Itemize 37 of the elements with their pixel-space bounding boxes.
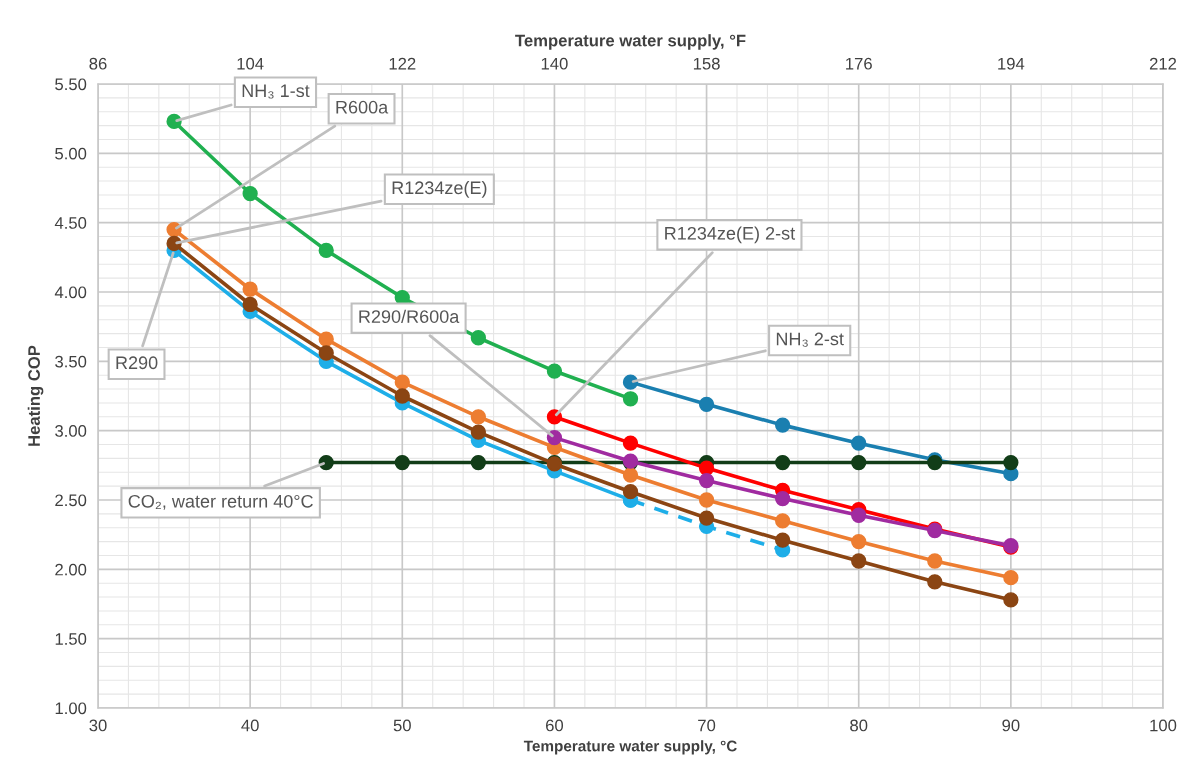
text: NH₃ 1-st: [242, 84, 310, 99]
x-tick-label: 40: [241, 719, 259, 732]
y-tick-label: 1.00: [55, 702, 87, 715]
y-tick-label: 5.50: [55, 78, 87, 91]
x2-tick-label: 140: [541, 57, 568, 70]
text: R1234ze(E) 2-st: [665, 226, 796, 244]
x2-tick-label: 212: [1149, 57, 1177, 70]
x2-tick-label: 104: [237, 57, 264, 70]
x-tick-label: 50: [393, 719, 411, 732]
text: NH₃ 2-st: [776, 332, 844, 347]
y-tick-label: 4.00: [54, 286, 87, 299]
x-tick-label: 100: [1150, 719, 1177, 732]
y-axis-title: Heating COP: [27, 345, 44, 446]
x2-tick-label: 176: [846, 57, 872, 70]
x-tick-label: 70: [698, 719, 716, 732]
text: R600a: [336, 100, 389, 114]
series-label: CO₂, water return 40°C: [128, 494, 313, 510]
y-tick-label: 2.50: [55, 494, 87, 507]
x2-tick-label: 158: [693, 57, 720, 70]
text: R1234ze(E): [392, 180, 487, 198]
x-tick-label: 80: [850, 719, 868, 732]
y-tick-label: 2.00: [55, 563, 87, 576]
y-tick-label: 3.00: [55, 425, 87, 437]
x-tick-label: 90: [1002, 719, 1020, 732]
x2-axis-title: Temperature water supply, °F: [515, 34, 746, 50]
x2-tick-label: 86: [89, 57, 107, 70]
text: R290: [116, 356, 158, 370]
text: R290/R600a: [359, 309, 460, 323]
x2-tick-label: 122: [389, 57, 416, 70]
y-tick-label: 3.50: [55, 355, 87, 368]
x-tick-label: 60: [546, 719, 564, 732]
x2-tick-label: 194: [998, 57, 1025, 70]
y-tick-label: 5.00: [55, 147, 87, 160]
y-tick-label: 4.50: [54, 217, 87, 229]
x-tick-label: 30: [89, 719, 107, 732]
y-tick-label: 1.50: [55, 633, 87, 645]
x-axis-title: Temperature water supply, °C: [523, 740, 737, 755]
